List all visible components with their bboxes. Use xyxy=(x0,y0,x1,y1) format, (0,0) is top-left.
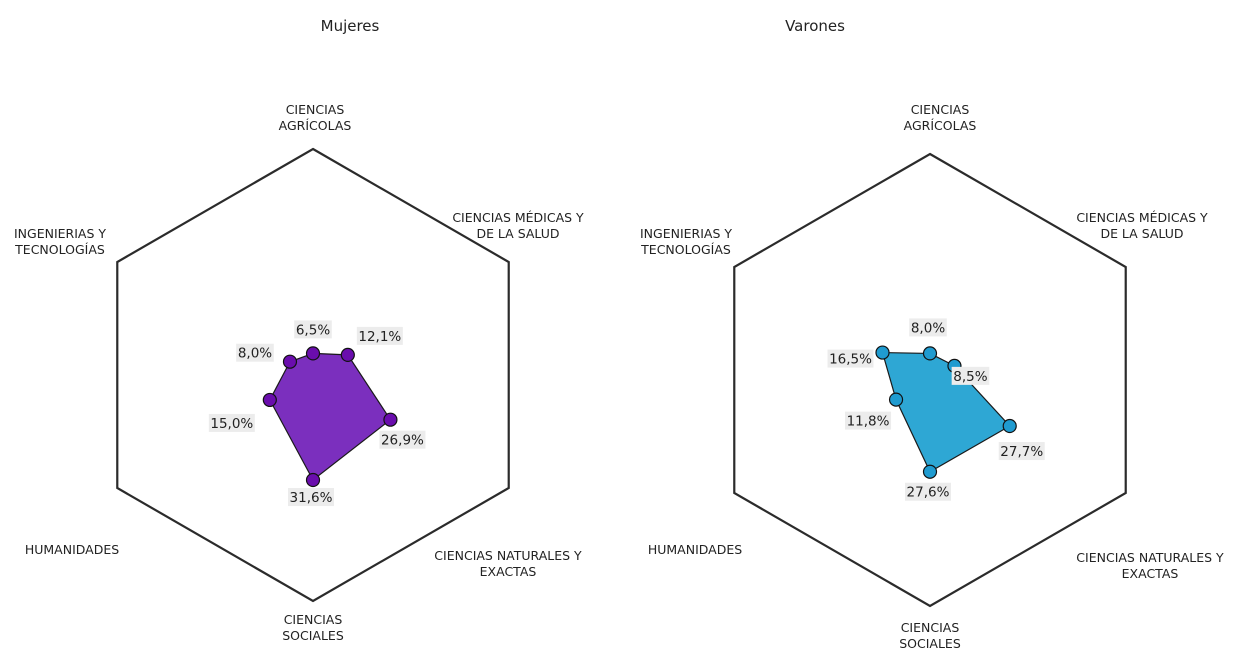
data-point xyxy=(282,354,298,369)
data-point xyxy=(922,464,938,479)
data-point xyxy=(1002,418,1017,434)
data-label-bg xyxy=(905,482,951,501)
data-label: 27,7% xyxy=(1000,444,1043,460)
radar-frame xyxy=(733,152,1127,608)
data-label-bg xyxy=(208,413,255,432)
data-point xyxy=(305,346,321,361)
data-label-bg xyxy=(288,488,334,507)
axis-label: CIENCIAS SOCIALES xyxy=(899,620,961,650)
axis-label: CIENCIAS MÉDICAS Y DE LA SALUD xyxy=(452,210,584,241)
data-label: 16,5% xyxy=(829,352,872,368)
radar-frame xyxy=(116,147,510,603)
data-point xyxy=(383,412,398,427)
data-point xyxy=(922,346,938,361)
data-point xyxy=(340,347,355,362)
data-label-bg xyxy=(379,430,426,449)
data-label: 31,6% xyxy=(290,490,333,506)
chart-title: Varones xyxy=(785,17,845,35)
data-point xyxy=(888,392,904,407)
series-area xyxy=(881,351,1011,473)
data-label-bg xyxy=(909,318,947,337)
data-label-bg xyxy=(998,442,1045,461)
data-label: 6,5% xyxy=(296,322,330,338)
data-label: 8,5% xyxy=(953,369,987,385)
data-label-bg xyxy=(236,343,274,362)
axis-label: CIENCIAS NATURALES Y EXACTAS xyxy=(434,548,582,579)
data-label-bg xyxy=(294,320,332,339)
data-label: 27,6% xyxy=(907,485,950,501)
data-point xyxy=(262,392,277,408)
axis-label: CIENCIAS NATURALES Y EXACTAS xyxy=(1076,550,1224,581)
data-label: 15,0% xyxy=(210,416,253,432)
data-label: 8,0% xyxy=(911,320,945,336)
data-point xyxy=(875,345,890,360)
axis-label: HUMANIDADES xyxy=(648,542,742,557)
axis-label: CIENCIAS AGRÍCOLAS xyxy=(904,102,977,133)
axis-label: CIENCIAS SOCIALES xyxy=(282,612,344,643)
axis-label: HUMANIDADES xyxy=(25,542,119,557)
chart-title: Mujeres xyxy=(321,17,380,35)
data-label-bg xyxy=(827,349,874,368)
radar-chart-varones: Varones CIENCIAS AGRÍCOLAS CIENCIAS MÉDICAS… xyxy=(640,17,1224,650)
data-point xyxy=(305,472,321,488)
data-label: 26,9% xyxy=(381,433,424,449)
series-area xyxy=(269,352,392,481)
data-label: 12,1% xyxy=(358,329,401,345)
axis-label: CIENCIAS MÉDICAS Y DE LA SALUD xyxy=(1076,210,1208,241)
data-label-bg xyxy=(356,326,403,345)
axis-label: INGENIERIAS Y TECNOLOGÍAS xyxy=(640,226,732,257)
radar-chart-mujeres: Mujeres CIENCIAS AGRÍCOLAS CIENCIAS MÉDICAS… xyxy=(14,17,584,643)
data-label: 8,0% xyxy=(238,346,272,362)
axis-label: CIENCIAS AGRÍCOLAS xyxy=(279,102,352,133)
axis-label: INGENIERIAS Y TECNOLOGÍAS xyxy=(14,226,106,257)
data-label-bg xyxy=(845,411,892,430)
data-label-bg xyxy=(951,366,990,385)
data-label: 11,8% xyxy=(847,414,890,430)
